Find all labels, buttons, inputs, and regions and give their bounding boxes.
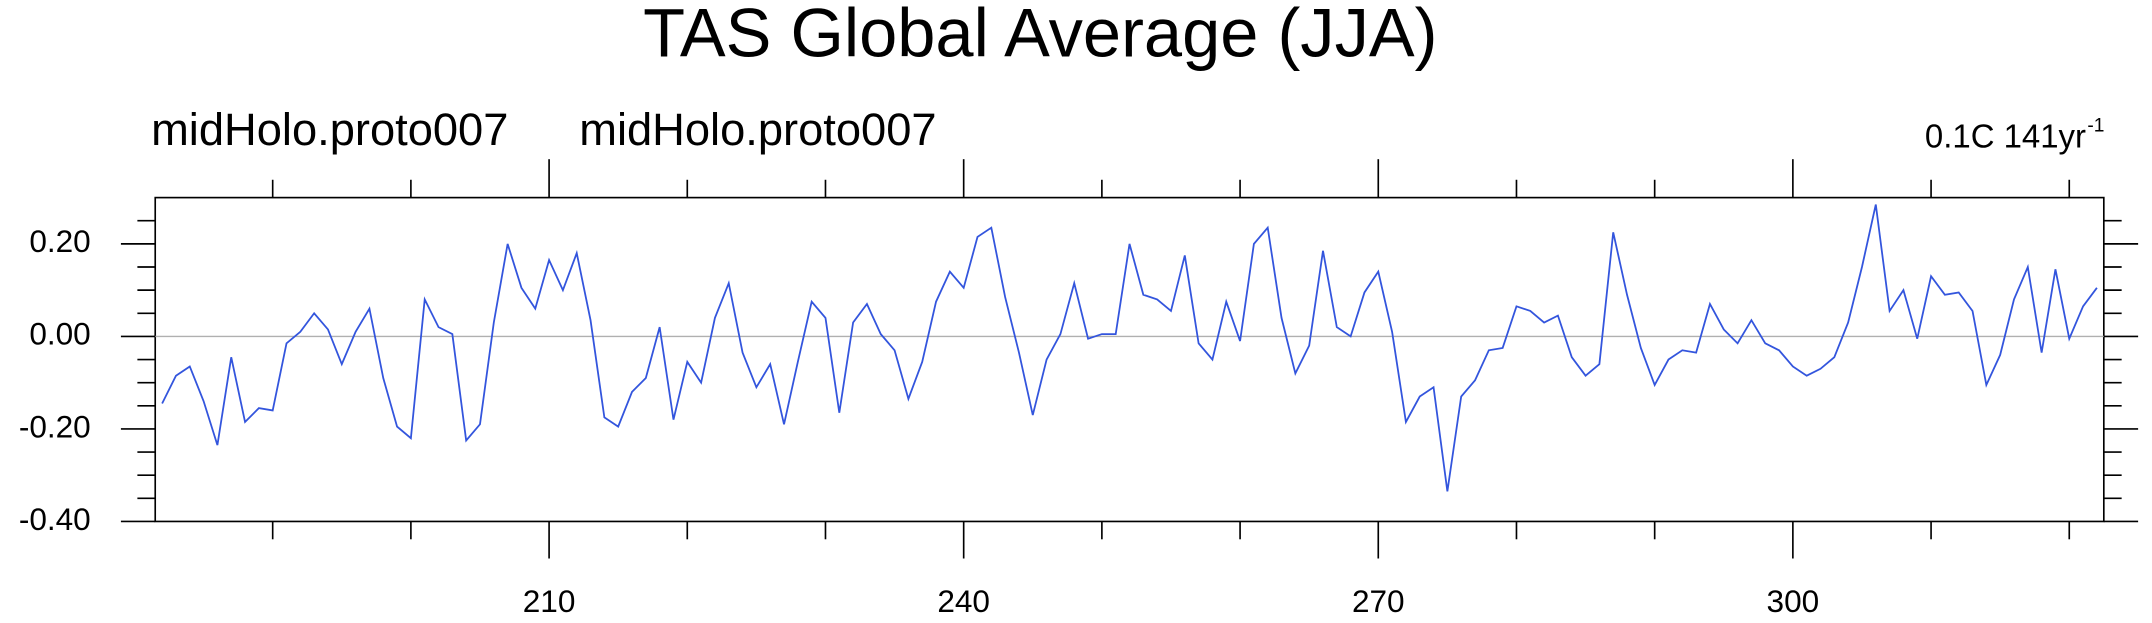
left-label: midHolo.proto007 — [579, 104, 936, 155]
y-tick-label: 0.00 — [29, 316, 90, 352]
right-label: 0.1C 141yr — [1925, 117, 2086, 154]
data-line — [161, 204, 2098, 492]
y-tick-label: -0.20 — [19, 408, 91, 444]
x-tick-label: 240 — [937, 583, 990, 619]
x-tick-label: 210 — [523, 583, 576, 619]
y-tick-label: -0.40 — [19, 501, 91, 537]
y-tick-label: 0.20 — [29, 223, 90, 259]
x-tick-label: 300 — [1767, 583, 1820, 619]
left-label: midHolo.proto007 — [151, 104, 508, 155]
chart-title: TAS Global Average (JJA) — [643, 0, 1437, 72]
x-tick-label: 270 — [1352, 583, 1405, 619]
right-label-superscript: -1 — [2087, 115, 2104, 136]
